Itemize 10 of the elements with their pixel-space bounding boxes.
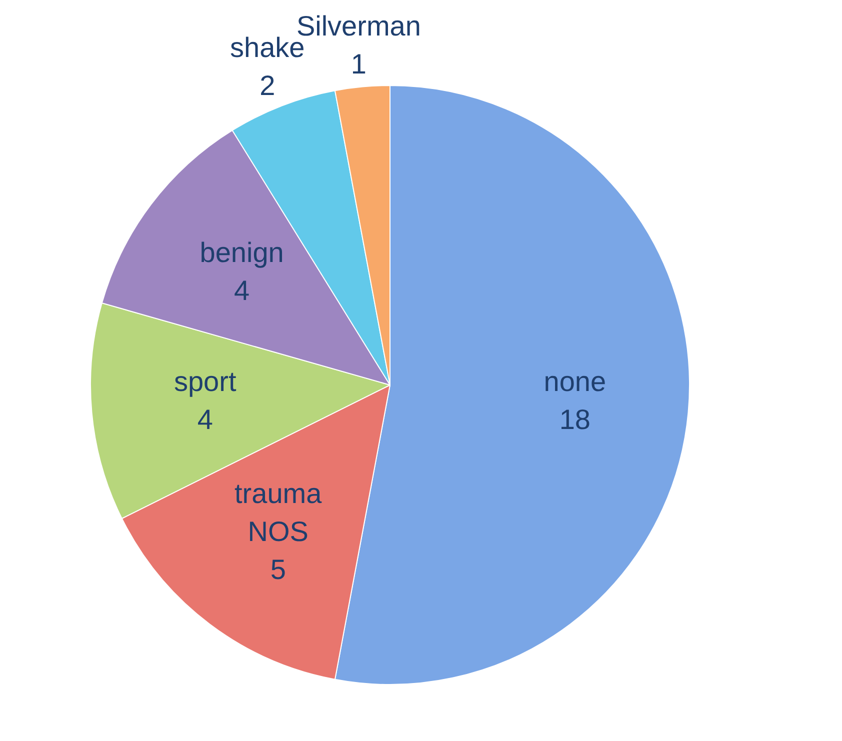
slice-label: sport [174, 366, 236, 397]
slice-label: none [544, 366, 606, 397]
data-label: 18 [559, 404, 590, 435]
slice-label: benign [200, 236, 284, 268]
data-label: 4 [197, 404, 213, 435]
data-label: 4 [234, 274, 250, 306]
data-label: 2 [260, 70, 276, 102]
data-label: 1 [350, 48, 366, 80]
data-label: 5 [270, 554, 286, 585]
slice-label: trauma NOS [234, 478, 322, 547]
